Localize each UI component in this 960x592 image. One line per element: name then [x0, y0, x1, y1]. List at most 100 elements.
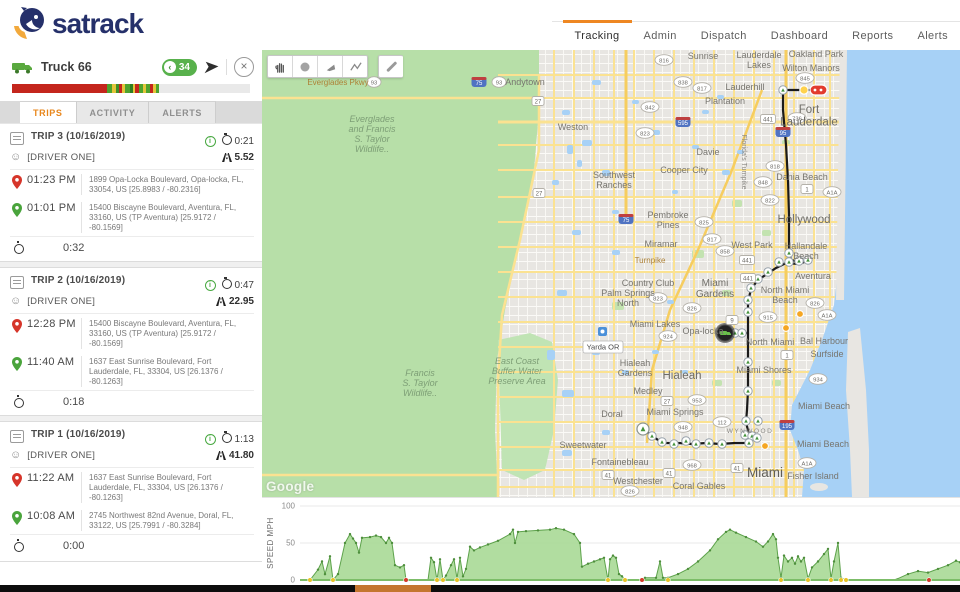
- stop-event-yellow-dot[interactable]: [440, 577, 446, 583]
- circle-tool-button[interactable]: [293, 56, 318, 77]
- locate-arrow-icon[interactable]: [204, 61, 219, 74]
- vehicle-marker[interactable]: [715, 323, 735, 343]
- map-canvas[interactable]: Yarda OR 816 845 838 817 842 441 736 95 818 848 822…: [262, 50, 960, 497]
- tab-trips[interactable]: TRIPS: [20, 101, 77, 123]
- map-image[interactable]: Yarda OR 816 845 838 817 842 441 736 95 818 848 822…: [262, 50, 960, 497]
- cluster-yellow-marker[interactable]: [799, 85, 809, 95]
- waypoint-marker[interactable]: [774, 257, 784, 267]
- stop-event-yellow-dot[interactable]: [622, 577, 628, 583]
- svg-text:27: 27: [664, 400, 671, 406]
- stop-row[interactable]: 01:01 PM 15400 Biscayne Boulevard, Aventu…: [10, 198, 254, 236]
- event-marker[interactable]: [796, 310, 804, 318]
- satrack-logo[interactable]: satrack: [10, 5, 144, 43]
- nav-item-dashboard[interactable]: Dashboard: [770, 30, 829, 42]
- waypoint-marker[interactable]: [681, 436, 691, 446]
- stop-event-red-dot[interactable]: [639, 577, 645, 583]
- waypoint-marker[interactable]: [743, 295, 753, 305]
- stop-event-yellow-dot[interactable]: [434, 577, 440, 583]
- svg-text:822: 822: [765, 198, 775, 204]
- waypoint-marker[interactable]: [784, 257, 794, 267]
- road-shield: 826: [805, 297, 825, 309]
- waypoint-marker[interactable]: [784, 248, 794, 258]
- nav-item-admin[interactable]: Admin: [643, 30, 677, 42]
- cluster-red-marker[interactable]: [809, 84, 828, 96]
- map-label: Fontainebleau: [591, 457, 648, 467]
- waypoint-marker[interactable]: [794, 256, 804, 266]
- stop-event-yellow-dot[interactable]: [828, 577, 834, 583]
- road-shield: 41: [662, 468, 676, 478]
- stop-row[interactable]: 12:28 PM 15400 Biscayne Boulevard, Aventu…: [10, 314, 254, 352]
- map-label: Aventura: [795, 271, 831, 281]
- polyline-tool-button[interactable]: [343, 56, 367, 77]
- waypoint-marker[interactable]: [744, 438, 754, 448]
- waypoint-marker[interactable]: [741, 416, 751, 426]
- waypoint-marker[interactable]: [669, 439, 679, 449]
- road-shield: 75: [618, 214, 634, 224]
- trip-card[interactable]: TRIP 1 (10/16/2019) i 1:13 ☺ [DRIVER ONE] 41.…: [0, 422, 262, 559]
- trip-start-marker[interactable]: [636, 422, 650, 436]
- stop-event-yellow-dot[interactable]: [843, 577, 849, 583]
- stop-event-yellow-dot[interactable]: [778, 577, 784, 583]
- nav-item-dispatch[interactable]: Dispatch: [700, 30, 747, 42]
- waypoint-marker[interactable]: [657, 437, 667, 447]
- stop-row[interactable]: 11:22 AM 1637 East Sunrise Boulevard, For…: [10, 468, 254, 506]
- landmark-yarda-or[interactable]: Yarda OR: [582, 327, 624, 354]
- waypoint-marker[interactable]: [704, 438, 714, 448]
- close-icon[interactable]: ×: [234, 57, 254, 77]
- stop-event-yellow-dot[interactable]: [605, 577, 611, 583]
- green-pin-icon: [12, 203, 22, 217]
- waypoint-marker[interactable]: [752, 433, 762, 443]
- waypoint-marker[interactable]: [743, 307, 753, 317]
- trip-card[interactable]: TRIP 2 (10/16/2019) i 0:47 ☺ [DRIVER ONE] 22.…: [0, 268, 262, 415]
- waypoint-marker[interactable]: [647, 431, 657, 441]
- info-icon[interactable]: i: [204, 434, 216, 445]
- satrack-logo-icon: [14, 7, 44, 39]
- waypoint-marker[interactable]: [691, 439, 701, 449]
- waypoint-marker[interactable]: [743, 357, 753, 367]
- trip-header-row: TRIP 3 (10/16/2019) i 0:21: [10, 131, 254, 149]
- stop-event-yellow-dot[interactable]: [838, 577, 844, 583]
- pan-tool-button[interactable]: [268, 56, 293, 77]
- waypoint-marker[interactable]: [803, 255, 813, 265]
- waypoint-marker[interactable]: [717, 439, 727, 449]
- stop-event-yellow-dot[interactable]: [665, 577, 671, 583]
- measure-tool-button[interactable]: [378, 55, 403, 78]
- road-shield: 968: [682, 459, 702, 471]
- svg-text:41: 41: [666, 472, 673, 478]
- stop-event-red-dot[interactable]: [926, 577, 932, 583]
- waypoint-marker[interactable]: [763, 267, 773, 277]
- nav-item-reports[interactable]: Reports: [852, 30, 894, 42]
- info-icon[interactable]: i: [204, 136, 216, 147]
- waypoint-marker[interactable]: [737, 328, 747, 338]
- stop-row[interactable]: 11:40 AM 1637 East Sunrise Boulevard, For…: [10, 352, 254, 390]
- trip-card[interactable]: TRIP 3 (10/16/2019) i 0:21 ☺ [DRIVER ONE] 5.5…: [0, 124, 262, 261]
- event-marker[interactable]: [761, 442, 769, 450]
- waypoint-marker[interactable]: [753, 416, 763, 426]
- stop-event-yellow-dot[interactable]: [330, 577, 336, 583]
- stop-event-red-dot[interactable]: [403, 577, 409, 583]
- svg-text:75: 75: [476, 81, 483, 87]
- road-shield: 826: [682, 302, 702, 314]
- trip-distance: 41.80: [215, 450, 254, 461]
- waypoint-marker[interactable]: [746, 283, 756, 293]
- tab-activity[interactable]: ACTIVITY: [76, 101, 150, 123]
- tab-alerts[interactable]: ALERTS: [149, 101, 216, 123]
- stop-event-yellow-dot[interactable]: [805, 577, 811, 583]
- svg-text:595: 595: [678, 121, 689, 127]
- stop-event-yellow-dot[interactable]: [307, 577, 313, 583]
- waypoint-marker[interactable]: [743, 386, 753, 396]
- green-pin-icon: [12, 511, 22, 525]
- svg-text:948: 948: [678, 425, 688, 431]
- info-icon[interactable]: i: [204, 280, 216, 291]
- stop-row[interactable]: 10:08 AM 2745 Northwest 82nd Avenue, Dora…: [10, 506, 254, 534]
- stop-row[interactable]: 01:23 PM 1899 Opa-Locka Boulevard, Opa-lo…: [10, 170, 254, 198]
- polygon-tool-button[interactable]: [318, 56, 343, 77]
- status-bar-segment: [12, 84, 108, 93]
- event-marker[interactable]: [782, 324, 790, 332]
- history-badge[interactable]: ‹ 34: [161, 58, 197, 76]
- stop-time: 01:23 PM: [27, 174, 76, 186]
- nav-item-tracking[interactable]: Tracking: [562, 20, 632, 48]
- waypoint-marker[interactable]: [778, 85, 788, 95]
- nav-item-alerts[interactable]: Alerts: [917, 30, 948, 42]
- stop-event-yellow-dot[interactable]: [454, 577, 460, 583]
